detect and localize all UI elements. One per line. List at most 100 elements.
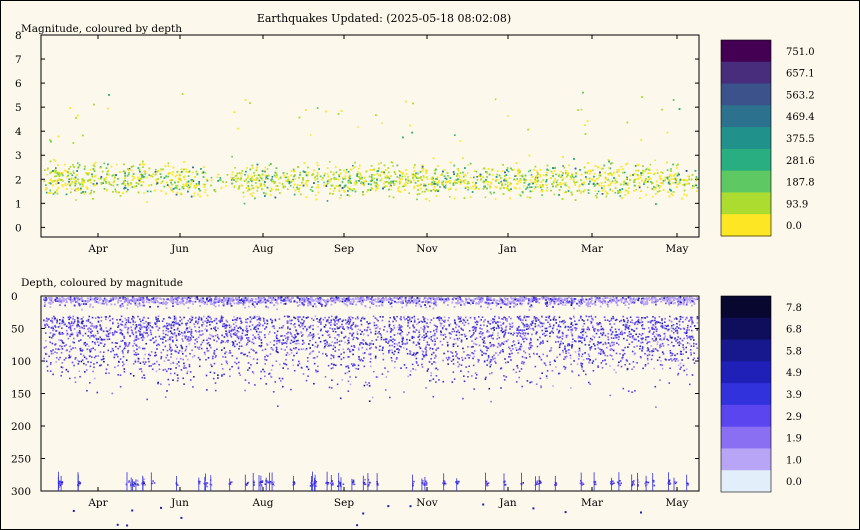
panel1-point [258, 179, 261, 182]
panel1-ytick-label: 8 [15, 30, 22, 42]
panel1-point [645, 194, 647, 196]
panel1-point [554, 178, 556, 180]
panel1-point [100, 177, 102, 180]
panel1-point [530, 174, 533, 176]
panel1-point [187, 184, 190, 186]
panel1-point [622, 171, 624, 174]
panel1-point [609, 172, 612, 174]
panel1-point [92, 198, 94, 200]
panel1-point [244, 99, 247, 101]
panel1-point [298, 116, 301, 119]
panel1-point [376, 183, 379, 186]
panel1-point [124, 187, 127, 189]
panel1-point [107, 163, 109, 166]
panel1-point [539, 174, 541, 176]
panel1-point [628, 187, 630, 189]
panel1-point [530, 181, 533, 184]
panel1-point [314, 176, 316, 179]
panel1-point [632, 174, 634, 176]
panel1-point [542, 179, 545, 181]
panel1-point [84, 191, 87, 193]
panel1-point [124, 177, 126, 179]
panel1-point [348, 188, 351, 190]
panel1-point [384, 185, 387, 187]
panel1-point [553, 170, 556, 172]
panel1-point [56, 179, 59, 182]
panel1-point [132, 165, 135, 167]
panel1-point [220, 187, 223, 189]
panel1-point [150, 184, 153, 186]
panel1-point [425, 188, 428, 191]
panel1-point [459, 176, 461, 178]
panel1-point [87, 173, 90, 176]
panel1-point [423, 176, 425, 179]
panel1-point [325, 183, 328, 186]
panel1-point [293, 170, 295, 173]
panel1-point [405, 184, 407, 187]
panel1-point [370, 165, 373, 167]
panel1-point [472, 181, 474, 184]
panel1-point [241, 170, 244, 172]
panel1-point [696, 187, 699, 189]
panel1-point [165, 192, 167, 195]
panel1-point [97, 177, 100, 180]
panel1-point [371, 174, 373, 176]
panel1-point [424, 184, 427, 187]
panel1-point [617, 192, 619, 194]
panel1-point [593, 185, 596, 187]
panel1-point [316, 107, 319, 109]
panel1-point [634, 165, 637, 167]
panel1-point [584, 124, 586, 126]
panel1-point [80, 192, 83, 194]
panel1-point [518, 168, 520, 171]
panel1-point [219, 179, 222, 181]
panel1-point [260, 177, 263, 180]
panel1-point [242, 191, 245, 194]
panel1-point [77, 178, 79, 181]
panel1-point [57, 135, 60, 138]
panel1-point [137, 191, 140, 194]
panel1-point [355, 180, 357, 182]
panel1-point [140, 177, 142, 180]
panel1-point [233, 186, 236, 188]
panel1-point [265, 192, 267, 195]
panel1-point [691, 174, 694, 176]
panel1-point [419, 171, 422, 173]
panel1-point [604, 181, 606, 183]
panel1-point [160, 168, 162, 170]
panel1-point [413, 187, 415, 189]
panel1-point [335, 185, 338, 187]
panel1-point [596, 178, 598, 180]
panel1-point [264, 195, 266, 197]
panel1-point [573, 176, 575, 179]
panel1-point [311, 174, 313, 176]
panel1-point [654, 187, 657, 190]
panel1-point [210, 176, 213, 179]
panel1-point [360, 174, 362, 177]
panel1-point [99, 167, 101, 169]
panel1-point [192, 166, 194, 169]
panel1-point [116, 191, 119, 194]
panel1-point [601, 193, 604, 195]
panel1-point [235, 174, 238, 177]
panel1-point [594, 183, 597, 186]
panel1-point [637, 164, 640, 166]
panel1-point [193, 195, 195, 197]
panel1-point [49, 172, 51, 174]
panel1-point [349, 180, 352, 182]
panel1-point [642, 165, 644, 167]
panel1-point [314, 179, 317, 181]
panel1-point [396, 176, 398, 178]
panel1-point [670, 189, 672, 192]
panel1-point [527, 128, 529, 131]
panel1-point [479, 175, 482, 178]
panel1-point [189, 185, 192, 188]
panel1-point [397, 187, 399, 190]
panel1-point [401, 178, 403, 180]
panel1-point [165, 175, 167, 177]
panel1-point [107, 107, 109, 110]
panel1-point [275, 185, 277, 187]
panel1-point [46, 168, 49, 171]
panel1-point [264, 185, 266, 187]
panel1-point [307, 166, 309, 169]
